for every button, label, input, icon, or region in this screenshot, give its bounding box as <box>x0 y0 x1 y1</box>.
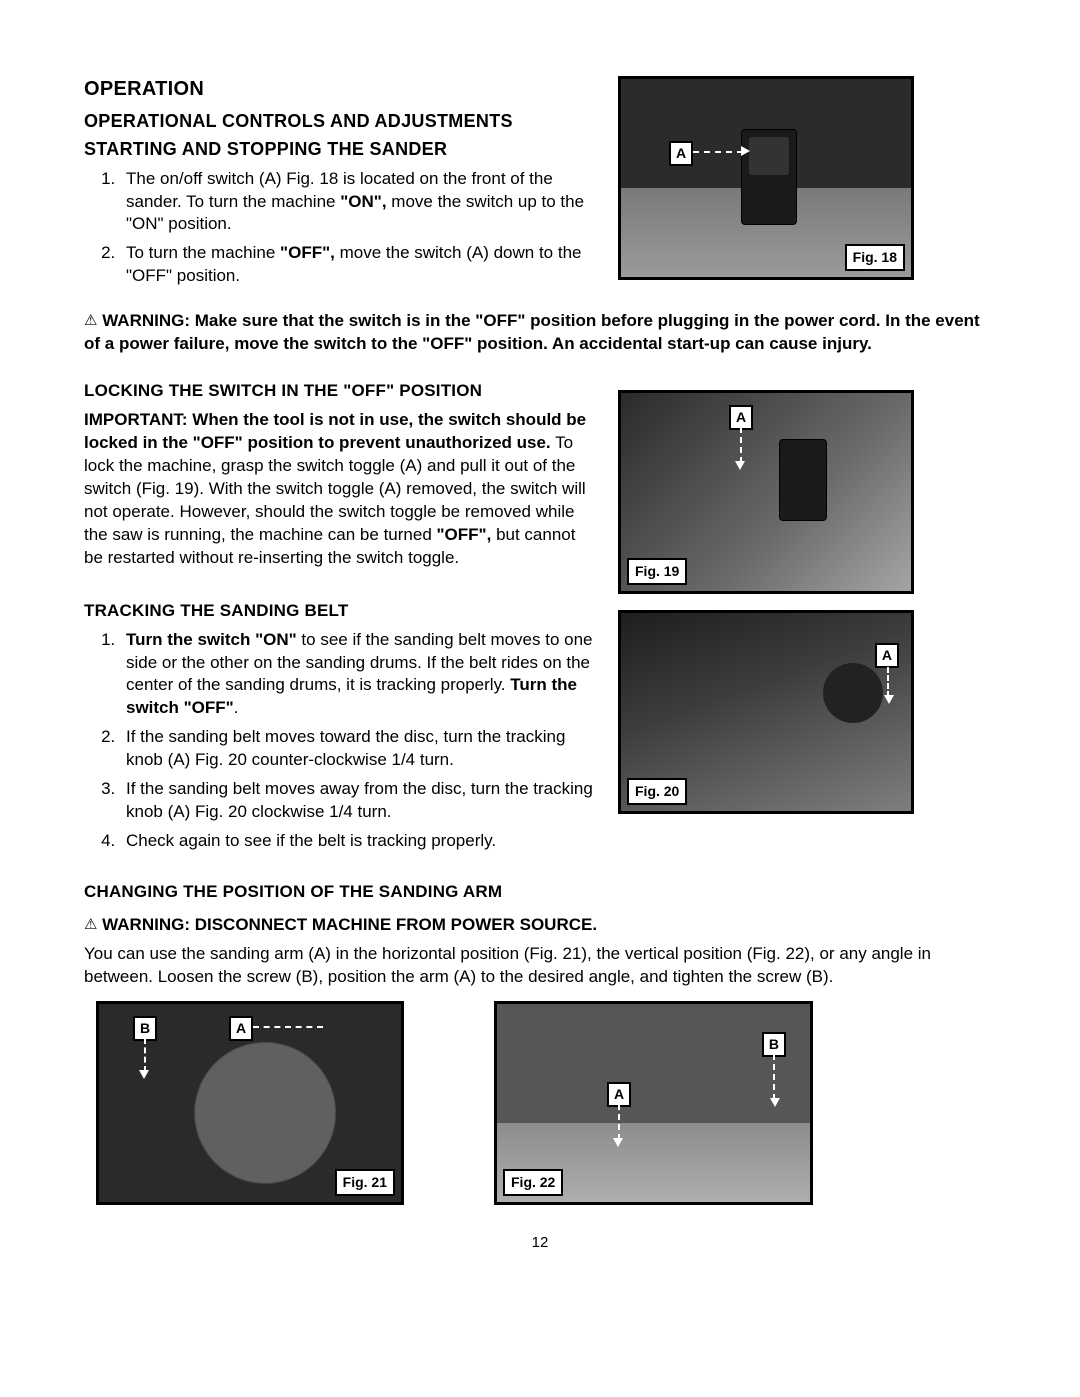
subheading-tracking: TRACKING THE SANDING BELT <box>84 600 594 623</box>
figure-21: B A Fig. 21 <box>96 1001 404 1205</box>
list-item: To turn the machine "OFF", move the swit… <box>120 242 594 288</box>
text-bold: "OFF", <box>437 525 492 544</box>
subheading-changing-position: CHANGING THE POSITION OF THE SANDING ARM <box>84 881 996 904</box>
list-item: Turn the switch "ON" to see if the sandi… <box>120 629 594 721</box>
warning-disconnect: ⚠ WARNING: DISCONNECT MACHINE FROM POWER… <box>84 914 996 937</box>
warning-label: WARNING: <box>97 915 190 934</box>
callout-label: A <box>669 141 693 166</box>
start-stop-list: The on/off switch (A) Fig. 18 is located… <box>84 168 594 289</box>
figure-caption: Fig. 20 <box>627 778 687 805</box>
figure-caption: Fig. 21 <box>335 1169 395 1196</box>
warning-icon: ⚠ <box>84 915 97 935</box>
warning-body: DISCONNECT MACHINE FROM POWER SOURCE. <box>190 915 597 934</box>
callout-label: A <box>229 1016 253 1041</box>
subheading-start-stop: STARTING AND STOPPING THE SANDER <box>84 137 594 161</box>
text-bold: Turn the switch "ON" <box>126 630 297 649</box>
locking-paragraph: IMPORTANT: When the tool is not in use, … <box>84 409 594 570</box>
tracking-list: Turn the switch "ON" to see if the sandi… <box>84 629 594 853</box>
subheading-locking: LOCKING THE SWITCH IN THE "OFF" POSITION <box>84 380 594 403</box>
text: To turn the machine <box>126 243 280 262</box>
changing-position-paragraph: You can use the sanding arm (A) in the h… <box>84 943 996 989</box>
text-bold: "ON", <box>340 192 386 211</box>
callout-label: A <box>875 643 899 668</box>
text: . <box>234 698 239 717</box>
figure-caption: Fig. 18 <box>845 244 905 271</box>
subheading-controls: OPERATIONAL CONTROLS AND ADJUSTMENTS <box>84 109 594 133</box>
warning-label: WARNING: <box>102 311 190 330</box>
figure-22: A B Fig. 22 <box>494 1001 813 1205</box>
figure-caption: Fig. 22 <box>503 1169 563 1196</box>
text-bold: IMPORTANT: When the tool is not in use, … <box>84 410 586 452</box>
figure-19: A Fig. 19 <box>618 390 914 594</box>
list-item: The on/off switch (A) Fig. 18 is located… <box>120 168 594 237</box>
list-item: Check again to see if the belt is tracki… <box>120 830 594 853</box>
section-heading-operation: OPERATION <box>84 76 594 103</box>
text-bold: "OFF", <box>280 243 335 262</box>
list-item: If the sanding belt moves toward the dis… <box>120 726 594 772</box>
warning-icon: ⚠ <box>84 311 97 331</box>
warning-paragraph: ⚠ WARNING: Make sure that the switch is … <box>84 310 996 356</box>
warning-body: Make sure that the switch is in the "OFF… <box>84 311 980 353</box>
page-number: 12 <box>84 1233 996 1253</box>
figure-caption: Fig. 19 <box>627 558 687 585</box>
figure-18: A Fig. 18 <box>618 76 914 280</box>
figure-20: A Fig. 20 <box>618 610 914 814</box>
list-item: If the sanding belt moves away from the … <box>120 778 594 824</box>
